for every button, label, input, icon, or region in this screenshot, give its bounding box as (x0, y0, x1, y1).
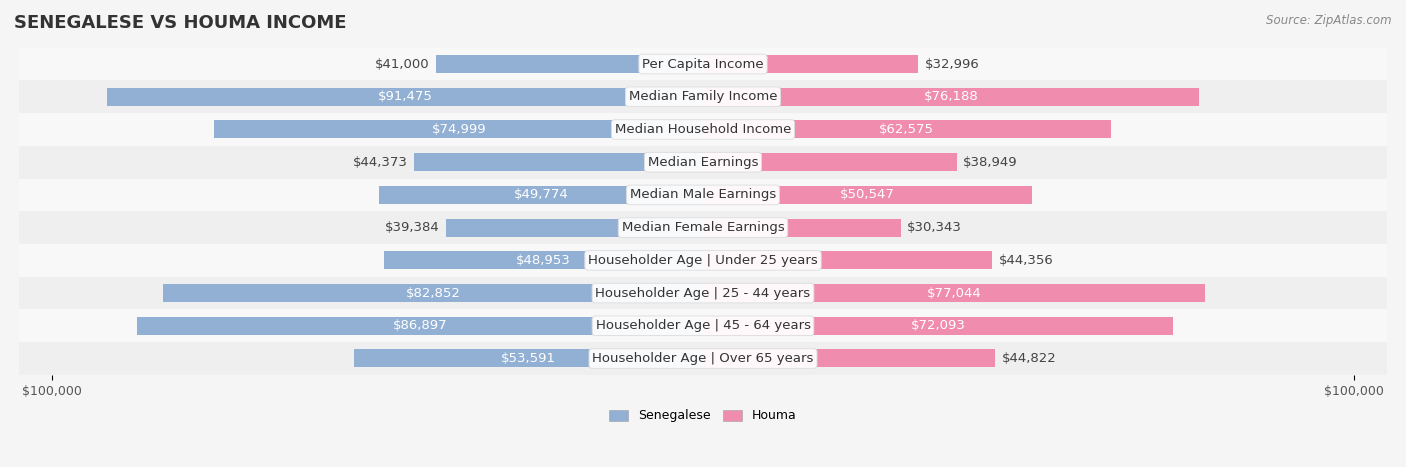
Text: Median Family Income: Median Family Income (628, 90, 778, 103)
Text: Householder Age | Over 65 years: Householder Age | Over 65 years (592, 352, 814, 365)
Bar (703, 153, 956, 171)
Text: SENEGALESE VS HOUMA INCOME: SENEGALESE VS HOUMA INCOME (14, 14, 346, 32)
Text: $44,373: $44,373 (353, 156, 408, 169)
FancyBboxPatch shape (20, 113, 1386, 146)
Bar (163, 284, 703, 302)
Bar (703, 349, 995, 368)
FancyBboxPatch shape (20, 277, 1386, 310)
Bar (447, 219, 703, 237)
Text: $72,093: $72,093 (910, 319, 966, 333)
Text: $38,949: $38,949 (963, 156, 1018, 169)
Text: $76,188: $76,188 (924, 90, 979, 103)
Bar (215, 120, 703, 139)
Bar (378, 186, 703, 204)
Text: $44,356: $44,356 (998, 254, 1053, 267)
Text: $39,384: $39,384 (385, 221, 440, 234)
Bar (703, 251, 993, 269)
FancyBboxPatch shape (20, 244, 1386, 277)
Text: $86,897: $86,897 (392, 319, 447, 333)
Bar (384, 251, 703, 269)
Bar (703, 55, 918, 73)
Text: $44,822: $44,822 (1001, 352, 1056, 365)
Text: $49,774: $49,774 (513, 188, 568, 201)
Text: $50,547: $50,547 (841, 188, 896, 201)
FancyBboxPatch shape (20, 342, 1386, 375)
Text: Householder Age | 25 - 44 years: Householder Age | 25 - 44 years (595, 287, 811, 299)
FancyBboxPatch shape (20, 48, 1386, 80)
Legend: Senegalese, Houma: Senegalese, Houma (605, 404, 801, 427)
Text: Householder Age | 45 - 64 years: Householder Age | 45 - 64 years (596, 319, 810, 333)
Text: $74,999: $74,999 (432, 123, 486, 136)
Text: $91,475: $91,475 (378, 90, 433, 103)
FancyBboxPatch shape (20, 211, 1386, 244)
Text: Householder Age | Under 25 years: Householder Age | Under 25 years (588, 254, 818, 267)
Text: $48,953: $48,953 (516, 254, 571, 267)
FancyBboxPatch shape (20, 80, 1386, 113)
Text: Per Capita Income: Per Capita Income (643, 57, 763, 71)
Text: $82,852: $82,852 (406, 287, 461, 299)
Text: $41,000: $41,000 (375, 57, 429, 71)
Bar (354, 349, 703, 368)
Bar (436, 55, 703, 73)
Text: $53,591: $53,591 (501, 352, 555, 365)
FancyBboxPatch shape (20, 310, 1386, 342)
Text: Median Female Earnings: Median Female Earnings (621, 221, 785, 234)
Text: $30,343: $30,343 (907, 221, 962, 234)
Bar (703, 219, 901, 237)
Text: Median Male Earnings: Median Male Earnings (630, 188, 776, 201)
FancyBboxPatch shape (20, 178, 1386, 211)
Bar (703, 317, 1173, 335)
Bar (703, 284, 1205, 302)
Text: $77,044: $77,044 (927, 287, 981, 299)
Text: $32,996: $32,996 (925, 57, 979, 71)
Bar (136, 317, 703, 335)
Bar (703, 120, 1111, 139)
Text: $62,575: $62,575 (879, 123, 935, 136)
Text: Median Household Income: Median Household Income (614, 123, 792, 136)
Text: Median Earnings: Median Earnings (648, 156, 758, 169)
Bar (703, 88, 1199, 106)
FancyBboxPatch shape (20, 146, 1386, 178)
Text: Source: ZipAtlas.com: Source: ZipAtlas.com (1267, 14, 1392, 27)
Bar (703, 186, 1032, 204)
Bar (107, 88, 703, 106)
Bar (413, 153, 703, 171)
